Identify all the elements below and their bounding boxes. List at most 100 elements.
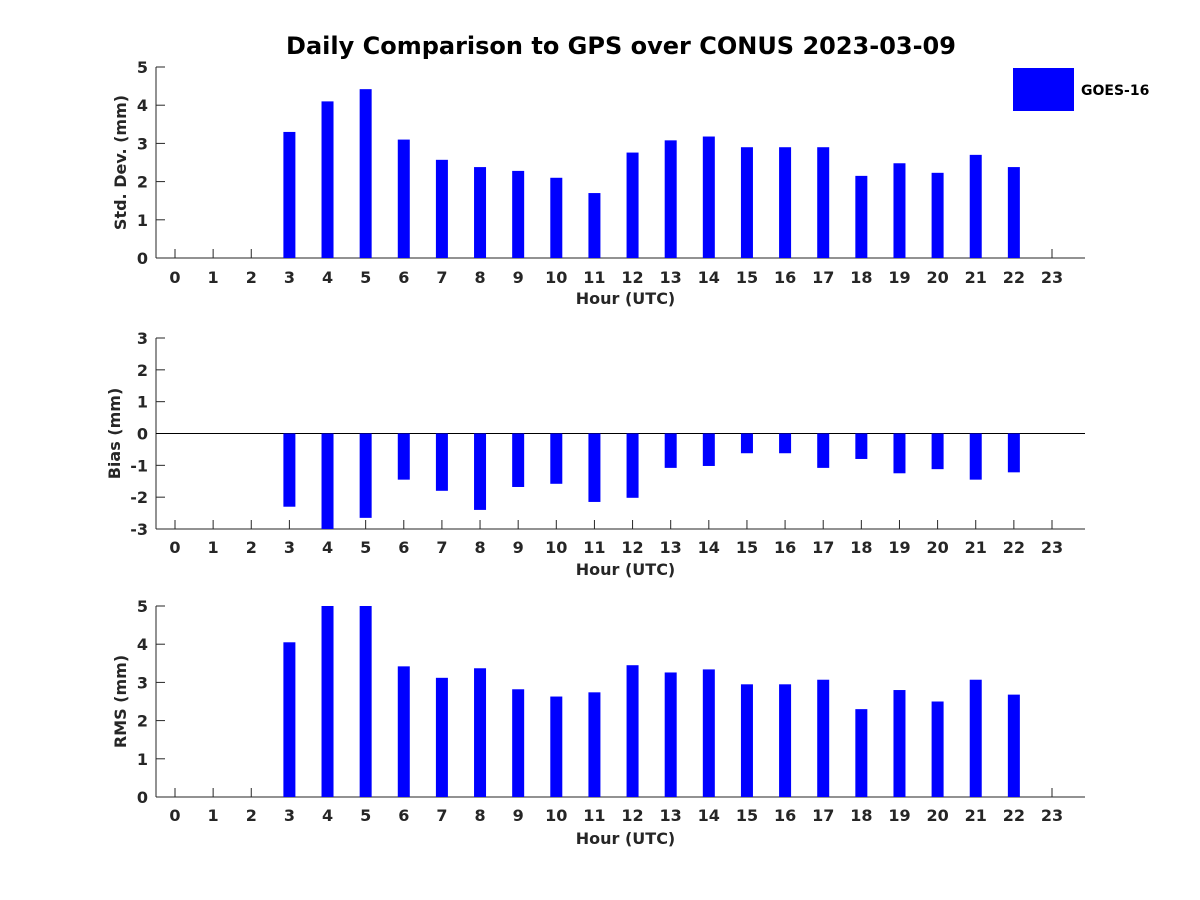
x-tick-label: 17 <box>812 268 834 287</box>
x-tick-label: 10 <box>545 538 567 557</box>
bar-hour-9 <box>512 689 525 797</box>
bar-hour-16 <box>779 684 792 797</box>
x-tick-label: 15 <box>736 538 758 557</box>
x-tick-label: 11 <box>583 806 605 825</box>
legend-swatch <box>1013 68 1074 111</box>
x-tick-label: 7 <box>436 268 447 287</box>
bar-hour-5 <box>359 89 372 258</box>
x-tick-label: 4 <box>322 538 333 557</box>
x-tick-label: 20 <box>926 538 948 557</box>
x-tick-label: 15 <box>736 806 758 825</box>
bar-hour-18 <box>855 175 868 258</box>
bar-hour-8 <box>474 433 487 510</box>
x-tick-label: 10 <box>545 806 567 825</box>
x-tick-label: 2 <box>246 268 257 287</box>
x-tick-label: 1 <box>208 806 219 825</box>
y-axis-label: Std. Dev. (mm) <box>111 95 130 230</box>
y-tick-label: 5 <box>137 58 148 77</box>
x-tick-label: 5 <box>360 806 371 825</box>
x-tick-label: 12 <box>621 268 643 287</box>
bar-hour-17 <box>817 147 830 258</box>
bar-hour-6 <box>397 433 410 480</box>
bar-hour-19 <box>893 163 906 258</box>
y-axis-label: RMS (mm) <box>111 655 130 748</box>
bar-hour-20 <box>931 433 944 470</box>
x-tick-label: 19 <box>888 268 910 287</box>
bar-hour-19 <box>893 433 906 474</box>
bar-hour-18 <box>855 433 868 459</box>
x-tick-label: 13 <box>660 806 682 825</box>
x-axis-label: Hour (UTC) <box>576 829 676 848</box>
x-tick-label: 22 <box>1003 538 1025 557</box>
x-tick-label: 3 <box>284 538 295 557</box>
y-tick-label: 3 <box>137 329 148 348</box>
bar-hour-9 <box>512 170 525 258</box>
x-tick-label: 21 <box>965 268 987 287</box>
x-tick-label: 11 <box>583 268 605 287</box>
chart-title: Daily Comparison to GPS over CONUS 2023-… <box>286 32 956 60</box>
bar-hour-15 <box>740 684 753 797</box>
x-tick-label: 8 <box>474 806 485 825</box>
bar-hour-8 <box>474 167 487 258</box>
bar-hour-15 <box>740 433 753 454</box>
x-tick-label: 6 <box>398 268 409 287</box>
bar-hour-14 <box>702 669 715 797</box>
x-tick-label: 9 <box>513 268 524 287</box>
x-tick-label: 12 <box>621 538 643 557</box>
bar-hour-15 <box>740 147 753 258</box>
bar-hour-14 <box>702 433 715 466</box>
bar-hour-11 <box>588 193 601 258</box>
bar-hour-12 <box>626 433 639 498</box>
bar-hour-11 <box>588 692 601 797</box>
bar-hour-14 <box>702 136 715 258</box>
x-tick-label: 21 <box>965 538 987 557</box>
x-tick-label: 18 <box>850 538 872 557</box>
y-tick-label: -1 <box>130 456 148 475</box>
x-tick-label: 12 <box>621 806 643 825</box>
x-tick-label: 5 <box>360 538 371 557</box>
y-tick-label: 3 <box>137 673 148 692</box>
y-tick-label: 0 <box>137 425 148 444</box>
bar-hour-22 <box>1007 694 1020 797</box>
y-tick-label: 1 <box>137 393 148 412</box>
bar-hour-22 <box>1007 167 1020 258</box>
x-tick-label: 16 <box>774 538 796 557</box>
bar-hour-4 <box>321 101 334 258</box>
x-tick-label: 0 <box>169 806 180 825</box>
x-tick-label: 3 <box>284 806 295 825</box>
bar-hour-13 <box>664 433 677 468</box>
x-tick-label: 18 <box>850 268 872 287</box>
bar-hour-6 <box>397 666 410 797</box>
x-tick-label: 14 <box>698 268 720 287</box>
bar-hour-3 <box>283 433 296 507</box>
bar-hour-8 <box>474 668 487 797</box>
y-tick-label: -3 <box>130 520 148 539</box>
bar-hour-9 <box>512 433 525 487</box>
x-tick-label: 20 <box>926 806 948 825</box>
bar-hour-16 <box>779 147 792 258</box>
x-tick-label: 8 <box>474 538 485 557</box>
bar-hour-3 <box>283 642 296 797</box>
legend: GOES-16 <box>1013 68 1149 111</box>
bar-hour-21 <box>969 154 982 258</box>
bar-hour-17 <box>817 433 830 468</box>
bar-hour-21 <box>969 433 982 480</box>
x-tick-label: 16 <box>774 268 796 287</box>
x-tick-label: 14 <box>698 538 720 557</box>
bar-hour-5 <box>359 606 372 797</box>
x-tick-label: 22 <box>1003 806 1025 825</box>
x-tick-label: 17 <box>812 806 834 825</box>
x-tick-label: 20 <box>926 268 948 287</box>
x-tick-label: 0 <box>169 538 180 557</box>
x-tick-label: 13 <box>660 268 682 287</box>
bar-hour-5 <box>359 433 372 518</box>
x-tick-label: 11 <box>583 538 605 557</box>
bar-hour-4 <box>321 433 334 529</box>
y-tick-label: 4 <box>137 635 148 654</box>
bar-hour-13 <box>664 140 677 258</box>
y-tick-label: 1 <box>137 211 148 230</box>
bar-hour-10 <box>550 177 563 258</box>
bar-hour-7 <box>435 677 448 797</box>
